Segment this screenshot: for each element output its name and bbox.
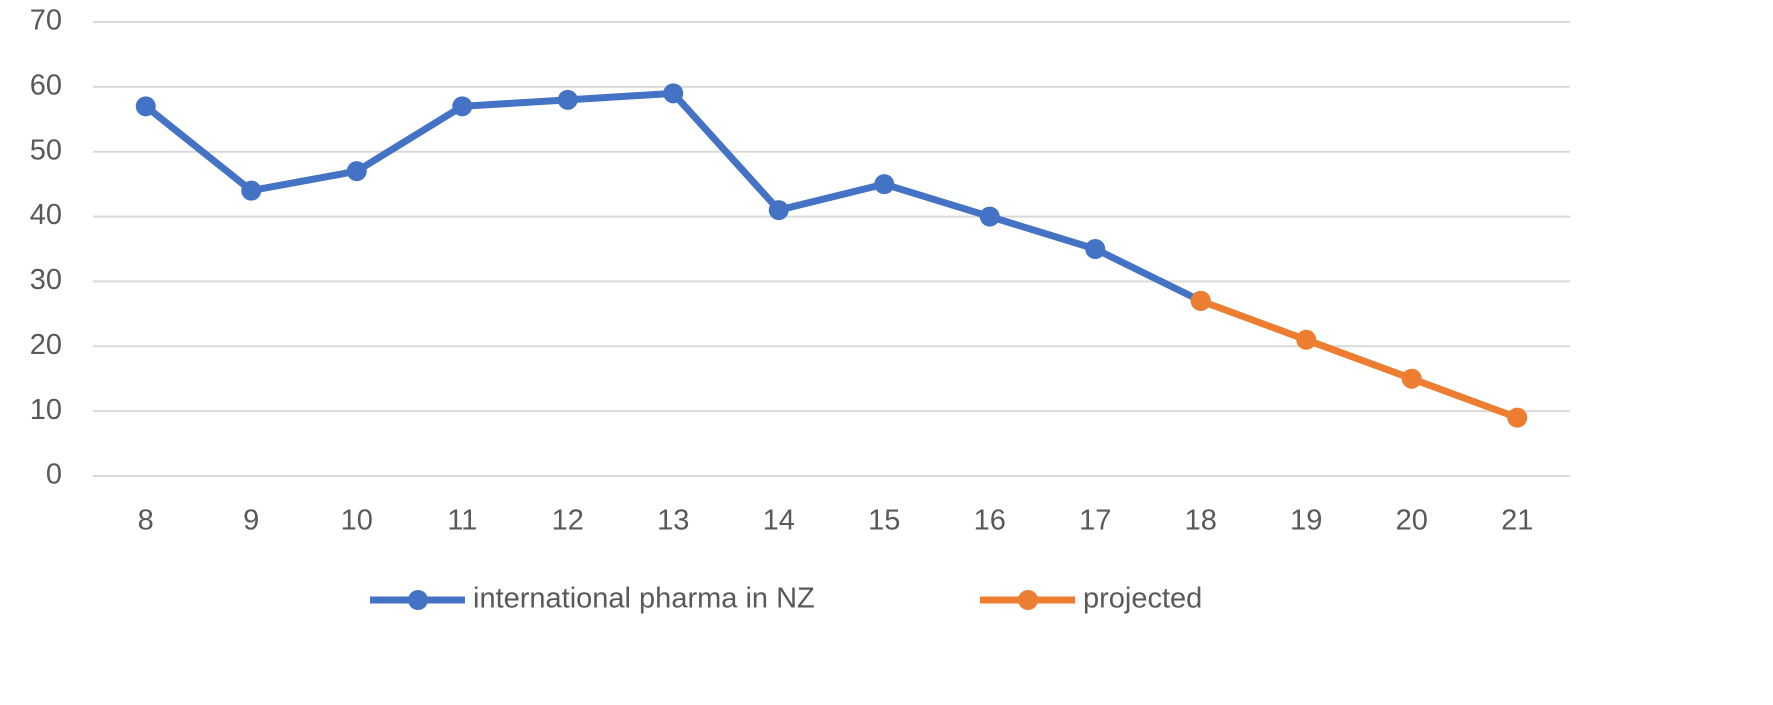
point [346,161,367,182]
point [1085,239,1106,259]
point [135,96,156,117]
x-tick-label: 14 [763,505,795,537]
point [768,200,789,221]
x-tick-label: 8 [138,505,154,537]
y-tick-label: 0 [46,459,62,491]
point [452,96,473,117]
x-tick-label: 12 [552,505,584,537]
x-tick-label: 10 [341,505,373,537]
x-tick-label: 18 [1185,505,1217,537]
series-line [143,89,1203,305]
series-line [1199,297,1519,421]
point [557,89,578,110]
y-tick-label: 20 [30,329,62,361]
point [663,83,684,104]
x-tick-label: 13 [657,505,689,537]
x-tick-label: 17 [1079,505,1111,537]
y-tick-label: 10 [30,394,62,426]
legend-label: international pharma in NZ [473,583,815,615]
x-tick-label: 19 [1290,505,1322,537]
y-tick-label: 40 [30,199,62,231]
legend-marker [1018,590,1038,610]
y-tick-label: 70 [30,5,62,37]
point [979,206,1000,227]
x-tick-label: 11 [447,505,477,537]
x-tick-label: 20 [1396,505,1428,537]
point [241,180,262,201]
legend-label: projected [1083,583,1202,615]
point [1401,368,1422,389]
point [874,174,895,195]
point [1190,290,1211,311]
legend-marker [408,590,428,610]
x-tick-label: 16 [974,505,1006,537]
point [1507,407,1528,428]
x-tick-label: 9 [243,505,259,537]
y-tick-label: 30 [30,264,62,296]
y-tick-label: 60 [30,70,62,102]
point [1296,329,1317,350]
x-tick-label: 21 [1501,505,1533,537]
x-tick-label: 15 [868,505,900,537]
y-tick-label: 50 [30,134,62,166]
